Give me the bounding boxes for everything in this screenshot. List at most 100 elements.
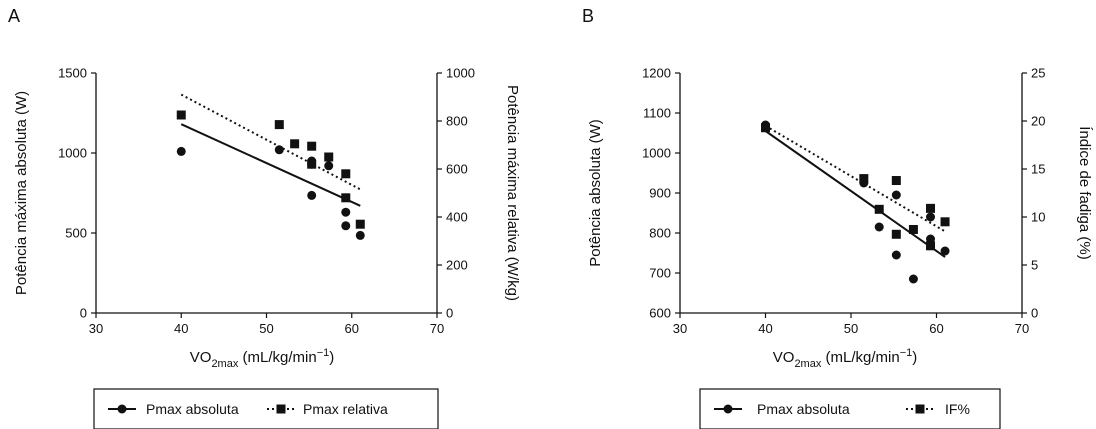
trend-line-if <box>764 124 946 233</box>
y-left-tick-label: 900 <box>649 186 671 201</box>
y-left-tick-label: 1200 <box>642 66 671 81</box>
y-right-tick-label: 0 <box>1031 306 1038 321</box>
y-right-tick-label: 200 <box>446 258 468 273</box>
y-axis-right-title: Potência máxima relativa (W/kg) <box>504 85 521 301</box>
y-right-tick-label: 15 <box>1031 162 1045 177</box>
y-right-tick-label: 0 <box>446 306 453 321</box>
data-point-if <box>874 204 884 214</box>
plot-area: 30 40 50 60 70 600 700 800 900 1000 1100 1200 0 5 10 15… <box>642 66 1045 337</box>
trend-line-pmax-absoluta <box>764 130 946 258</box>
data-point-pmax-relativa <box>341 193 351 203</box>
data-point-if <box>926 241 936 251</box>
legend-swatch-marker-pmax-absoluta <box>117 404 127 414</box>
y-axis-right-title: Índice de fadiga (%) <box>1076 126 1093 259</box>
legend: Pmax absoluta IF% <box>699 388 1001 429</box>
data-point-pmax-absoluta <box>355 230 365 240</box>
x-axis-title: VO2max (mL/kg/min−1) <box>190 347 335 370</box>
data-point-if <box>908 224 918 234</box>
data-point-if <box>926 203 936 213</box>
y-left-tick-label: 600 <box>649 306 671 321</box>
x-axis-title-main: VO <box>773 349 795 366</box>
legend-swatch-marker-pmax-absoluta <box>723 404 733 414</box>
x-tick-label: 50 <box>259 321 273 336</box>
legend-label-pmax-absoluta: Pmax absoluta <box>146 401 239 417</box>
y-right-tick-label: 400 <box>446 210 468 225</box>
x-tick-label: 70 <box>430 321 444 336</box>
x-tick-label: 30 <box>89 321 103 336</box>
y-right-tick-label: 800 <box>446 114 468 129</box>
panel-label: A <box>8 6 20 26</box>
data-point-pmax-relativa <box>176 110 186 120</box>
legend-label-pmax-relativa: Pmax relativa <box>303 401 388 417</box>
x-tick-label: 70 <box>1015 321 1029 336</box>
data-point-pmax-absoluta <box>274 145 284 155</box>
data-point-pmax-absoluta <box>926 234 936 244</box>
y-right-tick-label: 20 <box>1031 114 1045 129</box>
y-right-tick-label: 1000 <box>446 66 475 81</box>
data-point-pmax-relativa <box>341 169 351 179</box>
data-point-pmax-absoluta <box>891 250 901 260</box>
y-left-tick-label: 1000 <box>58 146 87 161</box>
legend-label-if: IF% <box>945 401 970 417</box>
x-axis-title-end: ) <box>329 349 334 366</box>
y-left-tick-label: 1000 <box>642 146 671 161</box>
x-tick-label: 40 <box>174 321 188 336</box>
data-point-pmax-absoluta <box>908 274 918 284</box>
data-point-if <box>891 229 901 239</box>
panel-label: B <box>582 6 594 26</box>
y-left-tick-label: 700 <box>649 266 671 281</box>
chart-panel-a: A Potência máxima absoluta (W) Potência … <box>8 6 521 429</box>
legend-box <box>93 388 439 429</box>
y-left-tick-label: 800 <box>649 226 671 241</box>
data-point-pmax-relativa <box>355 219 365 229</box>
data-point-pmax-relativa <box>307 141 317 151</box>
data-point-if <box>761 123 770 133</box>
data-point-pmax-relativa <box>290 139 300 149</box>
y-right-tick-label: 600 <box>446 162 468 177</box>
data-point-pmax-absoluta <box>324 161 334 171</box>
data-point-pmax-relativa <box>307 159 317 169</box>
data-point-pmax-absoluta <box>926 212 936 222</box>
data-point-pmax-absoluta <box>891 190 901 200</box>
legend-box <box>699 388 1001 429</box>
data-point-pmax-absoluta <box>176 146 186 156</box>
legend-label-pmax-absoluta: Pmax absoluta <box>757 401 850 417</box>
data-point-pmax-relativa <box>324 152 334 162</box>
trend-line-pmax-relativa <box>180 93 361 191</box>
x-tick-label: 60 <box>929 321 943 336</box>
x-axis-title-subscript: 2max <box>794 358 821 370</box>
x-axis-title-units: (mL/kg/min <box>821 349 899 366</box>
x-axis-title-end: ) <box>912 349 917 366</box>
data-point-pmax-absoluta <box>307 190 317 200</box>
legend-swatch-marker-pmax-relativa <box>276 404 286 414</box>
x-axis-title-subscript: 2max <box>211 358 238 370</box>
y-left-tick-label: 1100 <box>643 106 671 121</box>
x-axis-title-main: VO <box>190 349 212 366</box>
x-tick-label: 40 <box>758 321 772 336</box>
x-axis-title-superscript: −1 <box>900 347 913 359</box>
data-point-pmax-relativa <box>274 120 284 130</box>
data-point-pmax-absoluta <box>874 222 884 232</box>
x-tick-label: 60 <box>345 321 359 336</box>
legend-swatch-marker-if <box>915 404 925 414</box>
y-left-tick-label: 500 <box>65 226 87 241</box>
data-point-pmax-absoluta <box>341 221 351 231</box>
x-axis-title-superscript: −1 <box>317 347 330 359</box>
x-tick-label: 50 <box>844 321 858 336</box>
chart-panel-b: B Potência absoluta (W) Índice de fadiga… <box>582 6 1093 429</box>
y-right-tick-label: 10 <box>1031 210 1045 225</box>
data-point-if <box>940 217 950 227</box>
y-axis-left-title: Potência absoluta (W) <box>587 119 604 267</box>
data-point-if <box>859 174 869 184</box>
y-axis-left-title: Potência máxima absoluta (W) <box>13 91 30 295</box>
data-point-pmax-absoluta <box>940 246 950 256</box>
y-right-tick-label: 5 <box>1031 258 1038 273</box>
data-point-if <box>891 176 901 186</box>
y-left-tick-label: 0 <box>80 306 87 321</box>
y-right-tick-label: 25 <box>1031 66 1045 81</box>
legend: Pmax absoluta Pmax relativa <box>93 388 439 429</box>
y-left-tick-label: 1500 <box>58 66 87 81</box>
trend-line-pmax-absoluta <box>180 123 361 207</box>
